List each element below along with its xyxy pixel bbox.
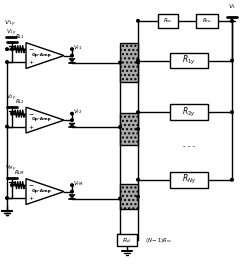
Text: $+$: $+$ (28, 58, 34, 66)
Circle shape (6, 61, 8, 63)
Circle shape (231, 59, 233, 62)
Circle shape (6, 125, 8, 128)
Text: $R_{ru}$: $R_{ru}$ (202, 16, 212, 25)
Circle shape (71, 48, 73, 50)
Circle shape (119, 197, 121, 200)
Text: $R_d$: $R_d$ (122, 236, 132, 245)
Text: $+$: $+$ (28, 122, 34, 131)
Circle shape (11, 112, 13, 115)
Circle shape (71, 184, 73, 186)
Bar (196, 14, 218, 28)
Text: $V_{My}$: $V_{My}$ (5, 164, 17, 174)
Circle shape (71, 190, 73, 193)
Text: $V_{rM}$: $V_{rM}$ (73, 179, 84, 188)
Circle shape (119, 61, 121, 64)
Circle shape (71, 112, 73, 115)
Text: $(N-1)R_{sc}$: $(N-1)R_{sc}$ (145, 236, 172, 245)
Text: Op-Amp: Op-Amp (32, 53, 52, 57)
Text: $R_{L1}$: $R_{L1}$ (15, 32, 25, 41)
Text: $V_{1y}$: $V_{1y}$ (6, 28, 16, 38)
Polygon shape (69, 195, 75, 199)
Circle shape (231, 111, 233, 113)
Bar (170, 172, 208, 188)
Bar (120, 184, 138, 209)
Circle shape (6, 48, 8, 50)
Bar (117, 234, 137, 246)
Circle shape (137, 61, 139, 64)
Polygon shape (69, 123, 75, 127)
Circle shape (137, 128, 139, 130)
Circle shape (6, 197, 8, 199)
Bar (158, 14, 178, 28)
Circle shape (11, 184, 13, 186)
Circle shape (11, 48, 13, 50)
Polygon shape (26, 107, 64, 133)
Text: $R_{LM}$: $R_{LM}$ (14, 168, 26, 177)
Text: $R_{sc}$: $R_{sc}$ (163, 16, 173, 25)
Text: $-$: $-$ (28, 183, 34, 188)
Text: $-$: $-$ (28, 47, 34, 52)
Circle shape (137, 178, 139, 181)
Circle shape (231, 178, 233, 181)
Circle shape (71, 54, 73, 57)
Text: $V_{r2}$: $V_{r2}$ (73, 107, 82, 116)
Text: $V_{1y}$: $V_{1y}$ (4, 19, 16, 29)
Text: $V_{2y}$: $V_{2y}$ (6, 93, 16, 103)
Text: $R_{Ny}$: $R_{Ny}$ (182, 173, 196, 186)
Circle shape (231, 19, 233, 22)
Text: Op-Amp: Op-Amp (32, 117, 52, 121)
Circle shape (119, 126, 121, 128)
Circle shape (137, 19, 139, 22)
Text: $R_{2y}$: $R_{2y}$ (182, 105, 196, 119)
Bar (170, 104, 208, 120)
Text: - - -: - - - (183, 143, 195, 149)
Bar (120, 113, 138, 145)
Circle shape (137, 195, 139, 198)
Circle shape (71, 119, 73, 121)
Circle shape (137, 111, 139, 113)
Text: $R_{1y}$: $R_{1y}$ (182, 54, 196, 67)
Text: $V_{r1}$: $V_{r1}$ (73, 43, 82, 52)
Text: $+$: $+$ (28, 194, 34, 202)
Text: Op-Amp: Op-Amp (32, 189, 52, 193)
Text: $R_{L2}$: $R_{L2}$ (15, 97, 25, 106)
Polygon shape (26, 43, 64, 68)
Text: $V_t$: $V_t$ (228, 2, 236, 11)
Circle shape (137, 59, 139, 62)
Bar (120, 43, 138, 82)
Polygon shape (69, 59, 75, 62)
Polygon shape (26, 179, 64, 204)
Bar (170, 53, 208, 68)
Text: $-$: $-$ (28, 111, 34, 116)
